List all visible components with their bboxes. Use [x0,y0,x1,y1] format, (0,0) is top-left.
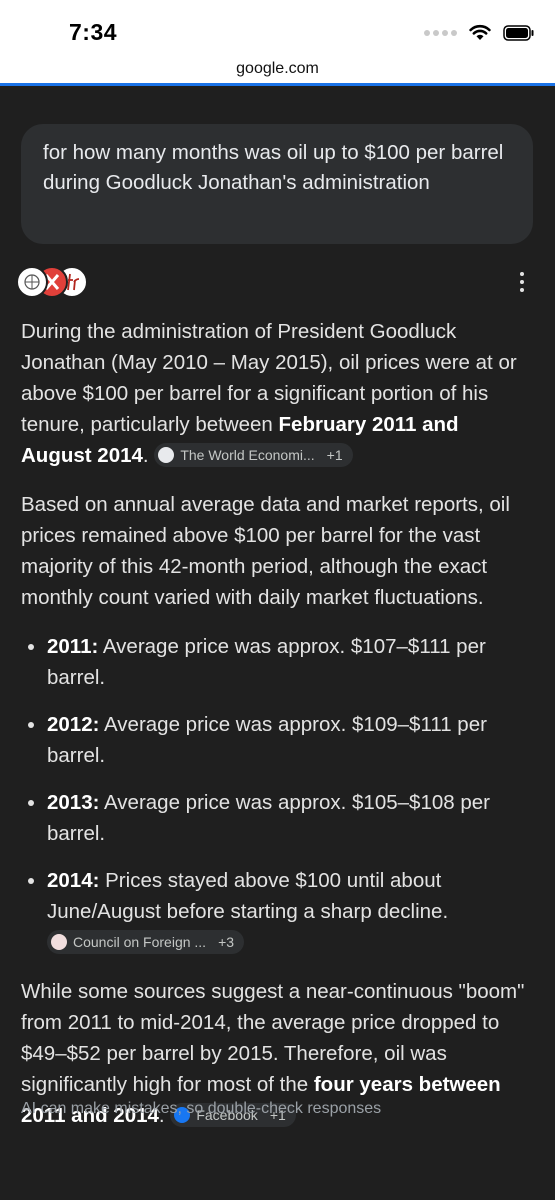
cellular-signal-icon [424,29,457,36]
list-item: 2011: Average price was approx. $107–$11… [47,631,533,693]
answer-highlight: four years between 2011 and 2014 [21,1073,501,1127]
list-item: 2012: Average price was approx. $109–$11… [47,709,533,771]
list-item-text: Average price was approx. $109–$111 per … [47,713,487,767]
list-item: 2013: Average price was approx. $105–$10… [47,787,533,849]
answer-paragraph-3: While some sources suggest a near-contin… [21,976,533,1131]
citation-chip-world-economic-forum[interactable]: The World Economi... +1 [154,442,353,467]
status-icons [424,24,535,41]
page-content: for how many months was oil up to $100 p… [0,86,555,1200]
list-item: 2014: Prices stayed above $100 until abo… [47,865,533,958]
answer-highlight: February 2011 and August 2014 [21,413,459,467]
answer-text: During the administration of President G… [21,320,517,436]
list-item-year: 2013: [47,791,100,814]
facebook-icon [174,1106,191,1123]
citation-label: Council on Foreign ... [73,933,207,950]
status-bar: 7:34 google.com [0,0,555,86]
answer-text: . [158,1104,165,1127]
citation-chip-facebook[interactable]: Facebook +1 [170,1102,296,1127]
list-item-text: Prices stayed above $100 until about Jun… [47,869,449,923]
address-bar[interactable]: google.com [236,60,319,77]
more-options-button[interactable] [512,272,532,294]
citation-count: +3 [218,933,235,950]
clock: 7:34 [69,19,118,45]
ai-overview-answer: During the administration of President G… [21,316,533,1149]
page-load-progress [0,83,555,86]
citation-label: Facebook [196,1106,258,1123]
list-item-text: Average price was approx. $105–$108 per … [47,791,490,845]
list-item-year: 2011: [47,635,99,658]
world-economic-forum-icon [158,446,175,463]
council-foreign-relations-icon [51,933,67,950]
ai-disclaimer: AI can make mistakes, so double-check re… [21,1100,382,1117]
battery-icon [503,24,534,41]
answer-paragraph-2: Based on annual average data and market … [21,493,510,609]
world-economic-forum-icon [16,266,48,298]
answer-text: . [142,444,149,467]
yearly-price-list: 2011: Average price was approx. $107–$11… [21,631,533,958]
wifi-icon [469,24,491,40]
answer-text: While some sources suggest a near-contin… [21,980,525,1096]
citation-count: +1 [326,446,343,463]
list-item-text: Average price was approx. $107–$111 per … [47,635,486,689]
answer-paragraph-1: During the administration of President G… [21,316,533,471]
citation-label: The World Economi... [180,446,315,463]
citation-chip-council-foreign-relations[interactable]: Council on Foreign ... +3 [47,929,245,954]
citation-count: +1 [269,1106,286,1123]
list-item-year: 2014: [47,869,100,892]
list-item-year: 2012: [47,713,100,736]
search-query-bubble: for how many months was oil up to $100 p… [21,124,533,244]
